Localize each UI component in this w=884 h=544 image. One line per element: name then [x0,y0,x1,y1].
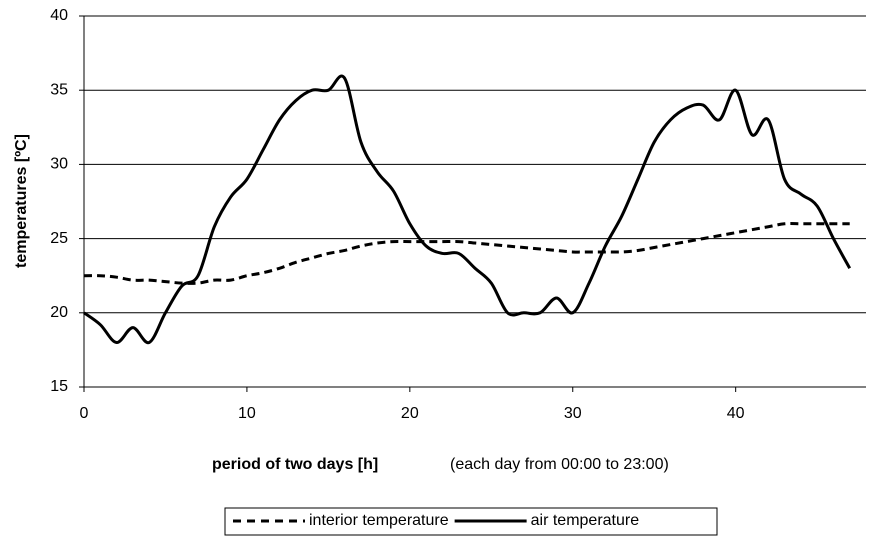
x-tick-label: 0 [80,405,89,422]
x-tick-label: 10 [238,405,256,422]
y-axis-label: temperatures [ºC] [13,134,30,268]
x-axis-label: period of two days [h] [212,456,378,473]
line-series [83,74,852,345]
legend-label: air temperature [531,512,640,529]
y-tick-label: 40 [50,7,68,24]
x-axis-note: (each day from 00:00 to 23:00) [450,456,669,473]
x-tick-label: 20 [401,405,419,422]
y-tick-label: 15 [50,378,68,395]
x-tick-label: 30 [564,405,582,422]
line-series [83,222,850,285]
y-tick-label: 30 [50,156,68,173]
y-tick-label: 35 [50,81,68,98]
legend-label: interior temperature [309,512,449,529]
x-tick-label: 40 [727,405,745,422]
y-tick-label: 20 [50,304,68,321]
y-tick-label: 25 [50,230,68,247]
